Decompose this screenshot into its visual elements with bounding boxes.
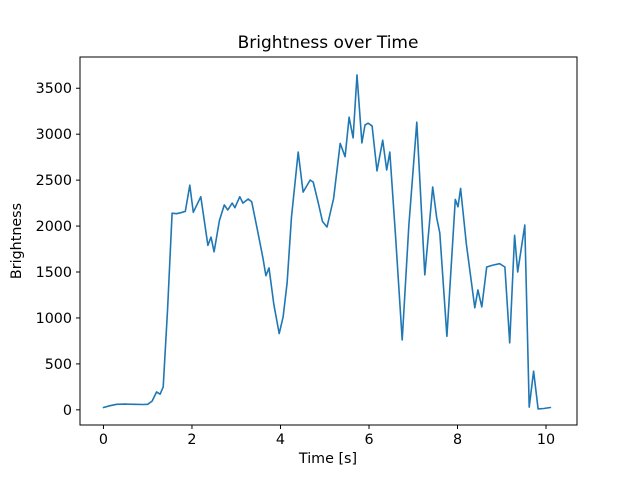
plot-frame — [79, 56, 578, 426]
x-tick-label: 10 — [537, 432, 555, 448]
y-tick-label: 1500 — [36, 265, 72, 281]
chart-title: Brightness over Time — [238, 33, 419, 53]
brightness-series-line — [102, 74, 552, 410]
x-tick-label: 8 — [453, 432, 462, 448]
y-tick-label: 3500 — [36, 81, 72, 97]
x-axis-label: Time [s] — [298, 451, 357, 467]
x-tick-label: 6 — [364, 432, 373, 448]
y-tick-label: 3000 — [36, 127, 72, 143]
x-tick-label: 4 — [276, 432, 285, 448]
y-tick-label: 2000 — [36, 219, 72, 235]
x-tick-label: 0 — [99, 432, 108, 448]
plot-area: 0 2 4 6 8 10 0 500 1000 1500 2000 2500 3000 3500 — [36, 56, 578, 448]
x-tick-label: 2 — [187, 432, 196, 448]
y-tick-label: 1000 — [36, 311, 72, 327]
y-tick-label: 2500 — [36, 173, 72, 189]
y-tick-label: 0 — [63, 403, 72, 419]
y-axis-label: Brightness — [9, 203, 25, 279]
y-tick-label: 500 — [45, 357, 72, 373]
